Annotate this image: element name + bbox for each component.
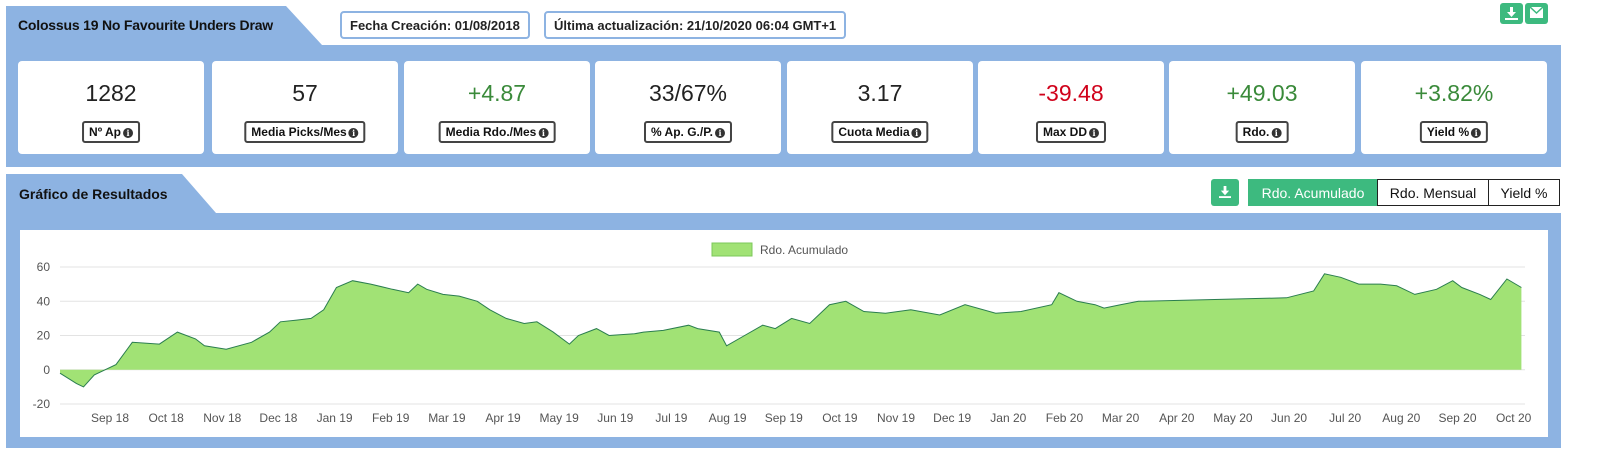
stat-label[interactable]: Media Picks/Mes i [244,121,366,143]
stat-card: 1282 Nº Ap i [18,61,204,154]
email-icon-button[interactable] [1525,3,1548,24]
x-tick-label: Apr 20 [1159,411,1195,425]
stat-label-text: Nº Ap [89,125,121,139]
x-tick-label: May 20 [1213,411,1253,425]
info-icon: i [348,128,359,138]
chart-card: -20 0 20 40 60 Sep 18 Oct 18 Nov 18 Dec 18 Jan 19… [20,230,1548,437]
download-icon-button[interactable] [1500,3,1523,24]
x-tick-label: Oct 18 [148,411,184,425]
tab-yield[interactable]: Yield % [1488,179,1560,206]
x-tick-label: Mar 19 [428,411,466,425]
stat-card: 3.17 Cuota Media i [787,61,973,154]
x-tick-label: Nov 19 [877,411,915,425]
x-tick-label: Sep 18 [91,411,129,425]
last-update-chip: Última actualización: 21/10/2020 06:04 G… [544,11,847,39]
stat-label[interactable]: % Ap. G./P. i [643,121,733,143]
x-tick-label: Mar 20 [1102,411,1140,425]
stat-label[interactable]: Nº Ap i [82,121,140,143]
x-tick-label: Dec 18 [259,411,297,425]
stat-value: 1282 [85,80,137,106]
y-tick-label: 0 [43,363,50,377]
stat-label[interactable]: Rdo. i [1235,121,1289,143]
stat-label[interactable]: Media Rdo./Mes i [438,121,556,143]
x-tick-label: Apr 19 [485,411,521,425]
tab-rdo-acumulado[interactable]: Rdo. Acumulado [1248,179,1378,206]
stat-value: 33/67% [648,80,727,106]
stat-label[interactable]: Cuota Media i [831,121,929,143]
x-tick-label: Feb 19 [372,411,410,425]
info-icon: i [1471,128,1482,138]
stat-label[interactable]: Max DD i [1035,121,1107,143]
stat-label-text: Media Rdo./Mes [445,125,537,139]
download-icon [1219,186,1231,198]
x-tick-label: Aug 20 [1382,411,1420,425]
envelope-icon [1530,7,1543,18]
info-icon: i [911,128,922,138]
info-icon: i [1271,128,1282,138]
stat-label-text: % Ap. G./P. [650,125,714,139]
chart-section-title: Gráfico de Resultados [19,186,168,202]
x-tick-label: Sep 20 [1438,411,1476,425]
x-tick-label: Jan 20 [990,411,1026,425]
x-tick-label: Jul 20 [1329,411,1361,425]
x-tick-label: Aug 19 [709,411,747,425]
area-chart: -20 0 20 40 60 Sep 18 Oct 18 Nov 18 Dec 18 Jan 19… [33,242,1532,425]
stat-value: 57 [292,80,318,106]
x-tick-label: Nov 18 [203,411,241,425]
chart-download-button[interactable] [1211,179,1239,206]
x-tick-label: Oct 20 [1496,411,1532,425]
y-tick-label: 40 [37,294,51,308]
stat-label-text: Yield % [1426,125,1470,139]
strategy-title: Colossus 19 No Favourite Unders Draw [18,17,273,33]
chart-section-tab: Gráfico de Resultados [6,174,216,213]
stat-card: 33/67% % Ap. G./P. i [595,61,781,154]
creation-date-chip: Fecha Creación: 01/08/2018 [340,11,530,39]
stat-card: 57 Media Picks/Mes i [212,61,398,154]
series-line [59,273,1522,388]
stat-label-text: Cuota Media [838,125,910,139]
info-icon: i [715,128,726,138]
stat-card: -39.48 Max DD i [978,61,1164,154]
stat-card: +49.03 Rdo. i [1169,61,1355,154]
y-tick-label: 60 [37,260,51,274]
stat-card: +4.87 Media Rdo./Mes i [404,61,590,154]
strategy-title-tab: Colossus 19 No Favourite Unders Draw [6,6,322,45]
stat-card: +3.82% Yield % i [1361,61,1547,154]
x-tick-label: Oct 19 [822,411,858,425]
stat-value: -39.48 [1038,80,1104,106]
y-tick-label: 20 [37,329,51,343]
stat-label-text: Max DD [1042,125,1088,139]
info-icon: i [122,128,133,138]
stat-value: +3.82% [1414,80,1494,106]
stats-panel: 1282 Nº Ap i 57 Media Picks/Mes i +4.87 Media R… [6,45,1561,167]
x-tick-label: Jul 19 [655,411,687,425]
stat-value: 3.17 [857,80,903,106]
stat-label-text: Rdo. [1242,125,1270,139]
legend-swatch [711,242,753,257]
x-tick-label: Sep 19 [765,411,803,425]
stat-label-text: Media Picks/Mes [251,125,347,139]
x-tick-label: Jun 19 [597,411,633,425]
stat-label[interactable]: Yield % i [1419,121,1489,143]
x-tick-label: Feb 20 [1046,411,1084,425]
info-icon: i [1089,128,1100,138]
x-tick-label: Dec 19 [933,411,971,425]
stat-value: +4.87 [467,80,527,106]
x-tick-label: May 19 [539,411,579,425]
y-tick-label: -20 [33,397,51,411]
x-tick-label: Jun 20 [1271,411,1307,425]
tab-rdo-mensual[interactable]: Rdo. Mensual [1377,179,1489,206]
download-icon [1505,7,1518,20]
x-tick-label: Jan 19 [317,411,353,425]
legend-label: Rdo. Acumulado [760,243,848,257]
info-icon: i [538,128,549,138]
stat-value: +49.03 [1226,80,1298,106]
area-fill [60,273,1522,387]
chart-panel: -20 0 20 40 60 Sep 18 Oct 18 Nov 18 Dec 18 Jan 19… [6,213,1561,448]
